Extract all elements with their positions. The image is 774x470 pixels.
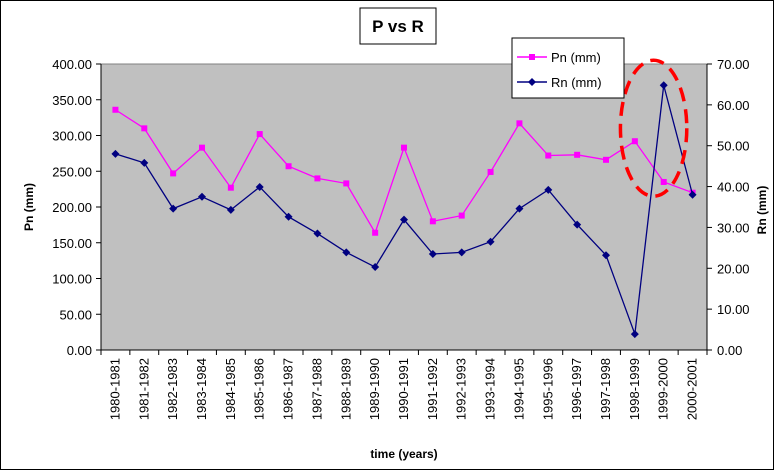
pn-point bbox=[227, 184, 234, 191]
rn-point bbox=[544, 185, 553, 194]
left-tick-label: 150.00 bbox=[52, 236, 92, 251]
left-tick-label: 250.00 bbox=[52, 164, 92, 179]
rn-point bbox=[659, 81, 668, 90]
rn-point bbox=[602, 251, 610, 260]
legend-box bbox=[511, 37, 625, 99]
legend-label-rn: Rn (mm) bbox=[551, 75, 602, 90]
pn-point bbox=[112, 106, 119, 113]
rn-point bbox=[457, 248, 466, 257]
pn-point bbox=[574, 151, 581, 158]
pn-point bbox=[256, 131, 263, 138]
rn-point bbox=[428, 249, 437, 258]
legend: Pn (mm) Rn (mm) bbox=[511, 37, 625, 99]
left-tick-label: 300.00 bbox=[52, 129, 92, 144]
left-tick-label: 350.00 bbox=[52, 93, 92, 108]
pn-point bbox=[343, 180, 350, 187]
pn-point bbox=[285, 163, 292, 170]
x-tick-label: 1991-1992 bbox=[425, 358, 440, 420]
right-tick-label: 30.00 bbox=[717, 220, 750, 235]
pn-point bbox=[314, 175, 321, 182]
pn-point bbox=[141, 125, 148, 132]
rn-point bbox=[169, 204, 178, 213]
x-tick-label: 1996-1997 bbox=[569, 358, 584, 420]
pn-point bbox=[458, 212, 465, 219]
y2-axis-title: Rn (mm) bbox=[755, 186, 769, 235]
x-tick-label: 1982-1983 bbox=[165, 358, 180, 420]
right-tick-label: 70.00 bbox=[717, 57, 750, 72]
annotation-layer bbox=[618, 58, 689, 198]
x-axis: 1980-1981 1981-1982 1982-1983 1983-1984 1984… bbox=[100, 349, 708, 420]
right-tick-label: 60.00 bbox=[717, 98, 750, 113]
x-tick-label: 1986-1987 bbox=[281, 358, 296, 420]
right-tick-label: 50.00 bbox=[717, 139, 750, 154]
y-axis-title: Pn (mm) bbox=[22, 183, 36, 231]
x-tick-label: 1992-1993 bbox=[454, 358, 469, 420]
rn-point bbox=[140, 158, 149, 167]
rn-point bbox=[400, 215, 408, 224]
legend-marker-rn bbox=[528, 78, 536, 86]
pn-point bbox=[401, 144, 407, 151]
left-tick-label: 100.00 bbox=[52, 272, 92, 287]
rn-point bbox=[688, 190, 697, 199]
legend-label-pn: Pn (mm) bbox=[551, 50, 601, 65]
rn-point bbox=[371, 263, 380, 272]
x-tick-label: 1999-2000 bbox=[656, 358, 671, 420]
rn-point bbox=[284, 212, 293, 221]
rn-point bbox=[198, 192, 206, 201]
x-tick-label: 1993-1994 bbox=[483, 358, 498, 420]
pn-point bbox=[199, 144, 205, 151]
x-tick-label: 1980-1981 bbox=[107, 358, 122, 420]
rn-point bbox=[255, 182, 264, 191]
x-tick-label: 1988-1989 bbox=[338, 358, 353, 420]
left-tick-label: 50.00 bbox=[59, 307, 92, 322]
x-tick-label: 1998-1999 bbox=[627, 358, 642, 420]
rn-point bbox=[486, 237, 495, 246]
pn-point bbox=[631, 138, 638, 145]
x-tick-label: 1994-1995 bbox=[511, 358, 526, 420]
pn-point bbox=[487, 168, 494, 175]
chart-title: P vs R bbox=[372, 17, 424, 36]
rn-point bbox=[515, 204, 524, 213]
left-axis: 0.00 50.00 100.00 150.00 200.00 250.00 300.00 3… bbox=[52, 57, 102, 358]
chart-title-box: P vs R bbox=[359, 7, 437, 45]
right-axis: 0.00 10.00 20.00 30.00 40.00 50.00 60.00 70.00 bbox=[706, 57, 750, 358]
plot-area bbox=[100, 63, 708, 351]
rn-point bbox=[111, 149, 120, 158]
x-tick-label: 1987-1988 bbox=[309, 358, 324, 420]
pn-point bbox=[372, 229, 379, 236]
rn-point bbox=[630, 330, 639, 339]
x-axis-title: time (years) bbox=[370, 447, 437, 461]
pn-point bbox=[429, 218, 436, 225]
x-tick-label: 1990-1991 bbox=[396, 358, 411, 420]
left-tick-label: 200.00 bbox=[52, 200, 92, 215]
pn-point bbox=[516, 120, 523, 127]
left-tick-label: 400.00 bbox=[52, 57, 92, 72]
x-tick-label: 2000-2001 bbox=[685, 358, 700, 420]
x-tick-label: 1989-1990 bbox=[367, 358, 382, 420]
x-tick-label: 1997-1998 bbox=[598, 358, 613, 420]
pn-point bbox=[545, 152, 552, 159]
pn-point bbox=[603, 156, 609, 163]
x-tick-label: 1981-1982 bbox=[136, 358, 151, 420]
right-tick-label: 40.00 bbox=[717, 180, 750, 195]
x-tick-label: 1985-1986 bbox=[252, 358, 267, 420]
highlight-ellipse bbox=[618, 58, 689, 198]
pn-point bbox=[170, 170, 177, 177]
legend-marker-pn bbox=[529, 54, 535, 60]
left-tick-label: 0.00 bbox=[67, 343, 92, 358]
x-tick-label: 1984-1985 bbox=[223, 358, 238, 420]
series-layer bbox=[111, 81, 697, 339]
x-tick-label: 1983-1984 bbox=[194, 358, 209, 420]
right-tick-label: 20.00 bbox=[717, 261, 750, 276]
rn-point bbox=[342, 248, 351, 257]
pn-point bbox=[660, 178, 667, 185]
right-tick-label: 0.00 bbox=[717, 343, 742, 358]
rn-point bbox=[226, 205, 235, 214]
x-tick-label: 1995-1996 bbox=[540, 358, 555, 420]
rn-point bbox=[573, 220, 582, 229]
right-tick-label: 10.00 bbox=[717, 302, 750, 317]
rn-point bbox=[313, 229, 322, 238]
